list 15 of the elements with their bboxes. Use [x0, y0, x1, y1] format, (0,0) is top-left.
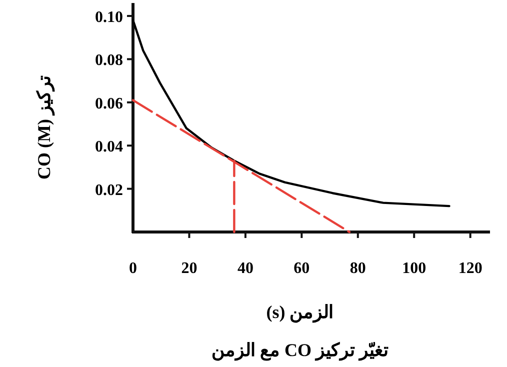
text: تغيّر تركيز CO مع الزمن: [212, 340, 388, 361]
x-tick-label: 40: [237, 260, 254, 277]
x-tick-label: 120: [458, 260, 482, 277]
y-axis-title: تركيز CO (M): [34, 76, 55, 180]
x-tick-label: 100: [402, 260, 426, 277]
y-tick-label: 0.06: [95, 95, 123, 112]
x-axis-title: الزمن (s): [266, 302, 334, 323]
x-tick-label: 0: [129, 260, 137, 277]
x-tick-label: 20: [181, 260, 198, 277]
y-tick-label: 0.04: [95, 138, 123, 156]
x-tick-label: 80: [350, 260, 366, 277]
y-tick-label: 0.08: [95, 52, 123, 70]
y-tick-label: 0.02: [95, 182, 123, 199]
y-tick-label: 0.10: [95, 8, 123, 26]
x-tick-label: 60: [294, 260, 310, 277]
